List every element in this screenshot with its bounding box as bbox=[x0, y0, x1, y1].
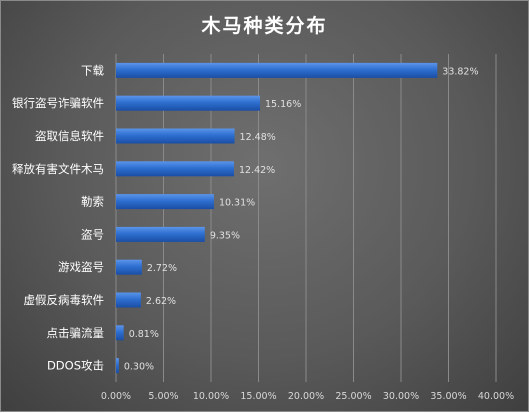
category-label: 勒索 bbox=[81, 195, 104, 209]
value-label: 0.30% bbox=[124, 362, 154, 373]
bar bbox=[116, 62, 438, 78]
bar bbox=[116, 325, 124, 341]
x-tick-label: 10.00% bbox=[193, 391, 229, 402]
x-tick-label: 20.00% bbox=[288, 391, 324, 402]
x-tick-label: 35.00% bbox=[430, 391, 466, 402]
category-label: 释放有害文件木马 bbox=[12, 162, 104, 176]
bar bbox=[116, 95, 261, 111]
category-label: 盗取信息软件 bbox=[35, 129, 104, 143]
category-label: 下载 bbox=[81, 63, 104, 77]
value-label: 0.81% bbox=[129, 329, 159, 340]
category-label: 点击骗流量 bbox=[47, 326, 105, 340]
bar bbox=[116, 128, 235, 144]
bar bbox=[116, 259, 142, 275]
value-label: 9.35% bbox=[210, 230, 240, 241]
value-label: 2.72% bbox=[147, 263, 177, 274]
bar bbox=[116, 226, 205, 242]
chart-title: 木马种类分布 bbox=[201, 15, 328, 37]
value-label: 12.48% bbox=[240, 132, 276, 143]
bar bbox=[116, 161, 234, 177]
value-label: 15.16% bbox=[265, 99, 301, 110]
category-label: 银行盗号诈骗软件 bbox=[12, 96, 104, 110]
category-label: 虚假反病毒软件 bbox=[24, 293, 105, 307]
value-label: 33.82% bbox=[442, 66, 478, 77]
x-tick-label: 15.00% bbox=[240, 391, 276, 402]
x-tick-label: 25.00% bbox=[335, 391, 371, 402]
x-tick-label: 40.00% bbox=[478, 391, 514, 402]
category-label: 盗号 bbox=[81, 227, 104, 241]
value-label: 12.42% bbox=[239, 165, 275, 176]
bar bbox=[116, 292, 141, 308]
bar bbox=[116, 358, 119, 374]
x-tick-label: 5.00% bbox=[148, 391, 178, 402]
value-label: 2.62% bbox=[146, 296, 176, 307]
category-label: 游戏盗号 bbox=[58, 260, 104, 274]
bar bbox=[116, 194, 214, 210]
value-label: 10.31% bbox=[219, 198, 255, 209]
x-tick-label: 30.00% bbox=[383, 391, 419, 402]
category-label: DDOS攻击 bbox=[47, 359, 104, 373]
x-tick-label: 0.00% bbox=[101, 391, 131, 402]
